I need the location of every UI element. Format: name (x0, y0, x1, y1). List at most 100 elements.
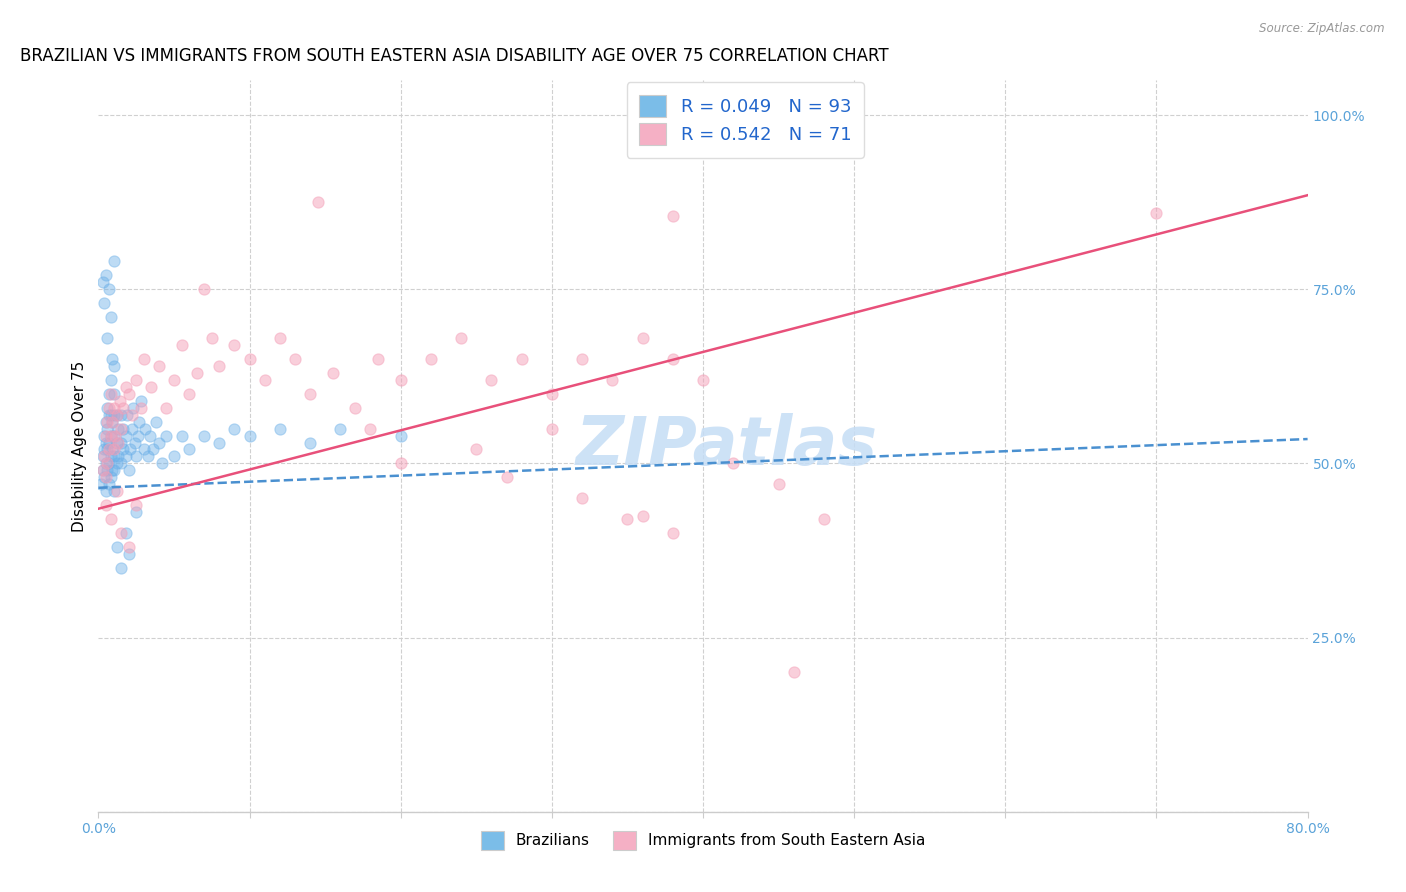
Point (103, 484, 125, 499)
Point (103, 450, 125, 464)
Point (631, 331, 654, 345)
Point (107, 421, 129, 435)
Point (329, 421, 352, 435)
Point (111, 442, 134, 457)
Point (114, 428, 136, 442)
Point (105, 408, 128, 422)
Point (139, 428, 162, 442)
Point (96, 401, 118, 415)
Point (90, 477, 112, 491)
Point (571, 351, 593, 366)
Point (145, 415, 167, 429)
Point (692, 373, 714, 387)
Point (110, 421, 132, 435)
Point (450, 331, 472, 345)
Point (98, 435, 121, 450)
Point (602, 373, 624, 387)
Point (118, 386, 141, 401)
Point (98, 386, 121, 401)
Point (299, 386, 322, 401)
Legend: Brazilians, Immigrants from South Eastern Asia: Brazilians, Immigrants from South Easter… (471, 822, 935, 859)
Point (481, 373, 503, 387)
Point (98, 477, 121, 491)
Point (103, 428, 125, 442)
Point (150, 457, 173, 471)
Point (193, 428, 215, 442)
Point (495, 470, 517, 484)
Point (105, 457, 128, 471)
Point (107, 435, 129, 450)
Point (661, 351, 683, 366)
Point (94, 498, 117, 512)
Point (118, 547, 141, 561)
Point (208, 435, 231, 450)
Point (142, 442, 165, 457)
Point (179, 386, 201, 401)
Point (118, 463, 141, 477)
Point (94, 457, 117, 471)
Point (108, 393, 131, 408)
Point (101, 351, 124, 366)
Point (121, 408, 143, 422)
Point (163, 450, 186, 464)
Point (128, 415, 150, 429)
Point (91, 275, 114, 289)
Point (93, 296, 115, 310)
Point (122, 401, 145, 415)
Point (148, 359, 170, 373)
Point (540, 421, 562, 435)
Point (110, 457, 132, 471)
Point (389, 457, 412, 471)
Point (94, 484, 117, 499)
Point (389, 373, 412, 387)
Text: ZIPatlas: ZIPatlas (576, 413, 879, 479)
Point (100, 310, 122, 325)
Point (179, 442, 201, 457)
Point (129, 401, 152, 415)
Point (344, 401, 367, 415)
Point (239, 428, 262, 442)
Point (96, 457, 118, 471)
Point (269, 331, 291, 345)
Point (100, 470, 122, 484)
Point (104, 428, 127, 442)
Point (101, 442, 124, 457)
Point (110, 435, 132, 450)
Point (96, 331, 118, 345)
Point (253, 373, 276, 387)
Point (661, 526, 683, 541)
Point (125, 450, 148, 464)
Point (141, 380, 163, 394)
Point (208, 359, 231, 373)
Point (96, 463, 118, 477)
Point (96, 442, 118, 457)
Point (107, 450, 129, 464)
Point (768, 477, 790, 491)
Y-axis label: Disability Age Over 75: Disability Age Over 75 (72, 360, 87, 532)
Point (125, 505, 148, 519)
Point (148, 435, 170, 450)
Point (93, 442, 115, 457)
Point (132, 442, 155, 457)
Point (96, 415, 118, 429)
Point (125, 373, 148, 387)
Point (125, 498, 148, 512)
Point (110, 526, 132, 541)
Point (465, 442, 488, 457)
Point (93, 450, 115, 464)
Point (103, 386, 125, 401)
Point (510, 351, 533, 366)
Point (723, 457, 745, 471)
Point (121, 421, 143, 435)
Point (98, 401, 121, 415)
Point (661, 209, 683, 223)
Point (91, 463, 114, 477)
Point (111, 421, 134, 435)
Point (134, 421, 156, 435)
Point (127, 428, 149, 442)
Point (120, 442, 142, 457)
Point (110, 408, 132, 422)
Point (100, 373, 122, 387)
Point (100, 428, 122, 442)
Point (136, 450, 159, 464)
